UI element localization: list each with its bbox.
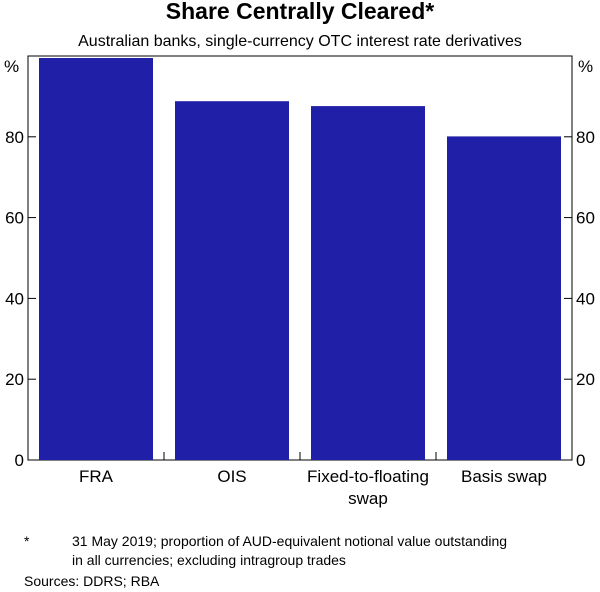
category-label-2: Fixed-to-floating — [307, 467, 429, 486]
y-tick-label-right-2: 40 — [576, 289, 595, 308]
sources-note: Sources: DDRS; RBA — [24, 573, 160, 589]
footnote-marker: * — [24, 533, 30, 549]
chart-title: Share Centrally Cleared* — [166, 0, 435, 24]
bar-1 — [175, 101, 289, 460]
category-label-2-line-1: swap — [348, 489, 388, 508]
bar-2 — [311, 106, 425, 460]
category-label-0: FRA — [79, 467, 114, 486]
y-tick-label-right-3: 60 — [576, 209, 595, 228]
category-label-3: Basis swap — [461, 467, 547, 486]
y-tick-label-left-3: 60 — [5, 209, 24, 228]
y-tick-label-left-1: 20 — [5, 370, 24, 389]
y-tick-label-right-4: 80 — [576, 128, 595, 147]
y-tick-label-left-2: 40 — [5, 289, 24, 308]
y-unit-right: % — [578, 57, 593, 76]
y-tick-label-left-4: 80 — [5, 128, 24, 147]
y-unit-left: % — [4, 57, 19, 76]
y-tick-label-right-1: 20 — [576, 370, 595, 389]
footnote-line-2: in all currencies; excluding intragroup … — [72, 552, 346, 568]
category-label-1: OIS — [217, 467, 246, 486]
y-tick-label-right-0: 0 — [576, 451, 585, 470]
footnote-line-1: 31 May 2019; proportion of AUD-equivalen… — [72, 533, 507, 549]
bar-0 — [39, 58, 153, 460]
chart-subtitle: Australian banks, single-currency OTC in… — [78, 33, 522, 50]
bar-3 — [447, 136, 561, 460]
y-tick-label-left-0: 0 — [15, 451, 24, 470]
